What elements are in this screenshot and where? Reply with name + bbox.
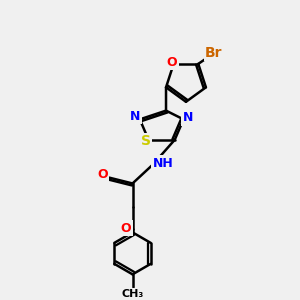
Text: S: S <box>141 134 151 148</box>
Text: CH₃: CH₃ <box>122 289 144 299</box>
Text: NH: NH <box>153 157 173 169</box>
Text: O: O <box>121 221 131 235</box>
Text: N: N <box>183 111 193 124</box>
Text: Br: Br <box>205 46 223 60</box>
Text: N: N <box>130 110 141 123</box>
Text: O: O <box>98 168 108 181</box>
Text: O: O <box>167 56 178 69</box>
